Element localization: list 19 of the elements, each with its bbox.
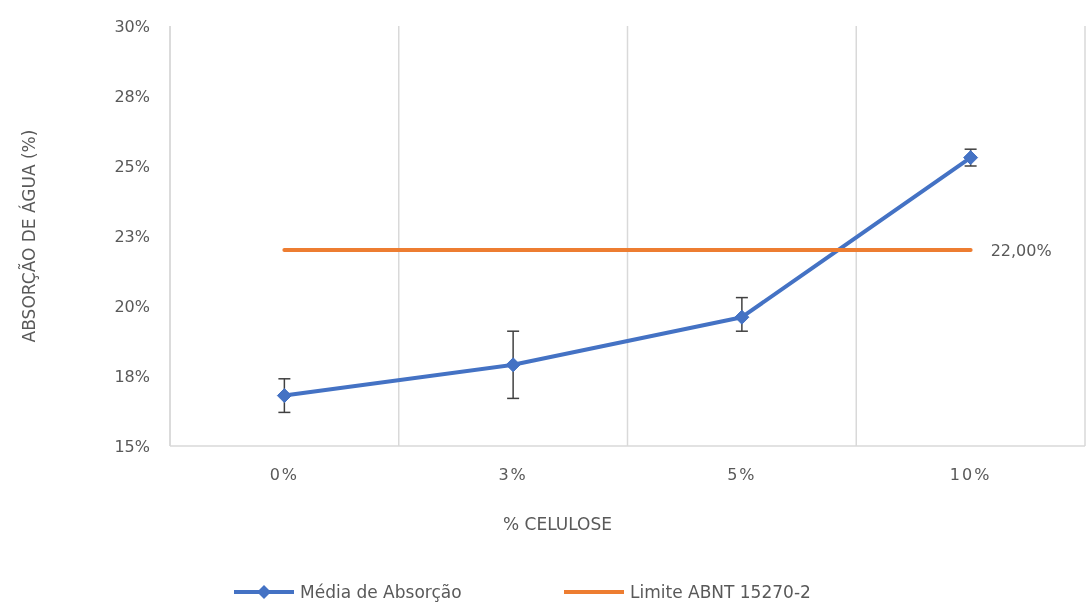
point: [505, 357, 521, 373]
data-label: 22,00%: [990, 240, 1052, 260]
y-axis-title: ABSORÇÃO DE ÁGUA (%): [18, 129, 39, 343]
y-tick-label: 23%: [114, 226, 150, 246]
y-tick-label: 20%: [114, 296, 150, 316]
legend-label: Média de Absorção: [300, 581, 462, 602]
x-tick-label: 0%: [269, 465, 300, 484]
y-tick-label: 15%: [114, 436, 150, 456]
x-tick-label: 5%: [727, 465, 757, 484]
point: [276, 388, 292, 404]
y-tick-label: 25%: [114, 156, 150, 176]
legend-label: Limite ABNT 15270-2: [630, 581, 811, 602]
y-tick-label: 30%: [114, 16, 150, 36]
y-tick-label: 28%: [114, 86, 150, 106]
point: [734, 309, 750, 325]
x-tick-label: 10%: [949, 465, 992, 484]
x-tick-label: 3%: [498, 465, 528, 484]
x-axis-title: % CELULOSE: [502, 514, 613, 534]
y-tick-label: 18%: [114, 366, 150, 386]
